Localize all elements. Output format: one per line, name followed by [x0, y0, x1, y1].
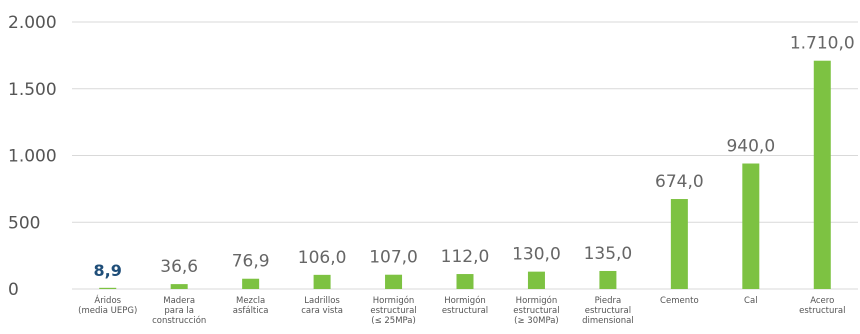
bar: [527, 271, 545, 289]
bar: [813, 60, 831, 290]
category-labels: Áridos (media UEPG) Madera para la construcc…: [78, 294, 845, 326]
category-label-line: Piedra: [595, 296, 622, 306]
value-label: 107,0: [369, 248, 418, 268]
category-label-line: estructural: [513, 306, 559, 316]
category-label-line: Acero: [810, 296, 834, 306]
value-label: 106,0: [298, 248, 347, 268]
category-label: Piedra estructural dimensional: [582, 296, 634, 326]
category-label: Hormigón estructural: [442, 295, 488, 316]
bar: [242, 278, 260, 289]
category-label: Hormigón estructural (≥ 30MPa): [513, 295, 559, 326]
bar: [670, 199, 688, 289]
gridlines: [72, 21, 858, 290]
value-label: 135,0: [584, 244, 633, 264]
category-label-line: estructural: [799, 306, 845, 316]
y-tick-label: 500: [8, 213, 40, 233]
value-label: 130,0: [512, 245, 561, 265]
category-label: Ladrillos cara vista: [301, 296, 343, 316]
category-label-line: estructural: [585, 306, 631, 316]
category-label-line: (≤ 25MPa): [371, 316, 416, 326]
value-labels: 8,9 36,6 76,9 106,0 107,0 112,0 130,0 135,0 674,…: [94, 34, 855, 280]
bar: [385, 274, 403, 289]
bars: [99, 60, 831, 290]
value-label: 112,0: [441, 247, 490, 267]
value-label: 674,0: [655, 172, 704, 192]
category-label: Cal: [744, 296, 758, 306]
value-label: 76,9: [232, 252, 270, 272]
category-label-line: dimensional: [582, 316, 634, 326]
category-label-line: Cemento: [660, 296, 699, 306]
bar: [170, 284, 188, 289]
y-tick-label: 1.000: [8, 147, 57, 167]
bar: [99, 287, 117, 289]
bar: [742, 163, 760, 289]
category-label: Acero estructural: [799, 296, 845, 316]
y-tick-label: 2.000: [8, 13, 57, 33]
category-label-line: (media UEPG): [78, 306, 137, 316]
category-label-line: estructural: [442, 306, 488, 316]
category-label-line: asfáltica: [233, 306, 269, 316]
category-label-line: estructural: [370, 306, 416, 316]
category-label-line: construcción: [152, 315, 206, 326]
category-label-line: cara vista: [301, 306, 343, 316]
value-label: 8,9: [94, 261, 122, 280]
y-tick-label: 0: [8, 280, 19, 300]
category-label-line: Hormigón: [373, 295, 415, 306]
category-label: Mezcla asfáltica: [233, 296, 269, 316]
y-tick-label: 1.500: [8, 80, 57, 100]
value-label: 940,0: [726, 137, 775, 157]
category-label: Áridos (media UEPG): [78, 294, 137, 316]
value-label: 1.710,0: [790, 34, 855, 54]
bar: [599, 270, 617, 289]
value-label: 36,6: [160, 257, 198, 277]
category-label: Madera para la construcción: [152, 296, 206, 326]
category-label: Cemento: [660, 296, 699, 306]
bar: [313, 274, 331, 289]
category-label-line: Áridos: [94, 294, 121, 306]
category-label-line: Hormigón: [444, 295, 486, 306]
category-label-line: Ladrillos: [304, 296, 340, 306]
category-label-line: (≥ 30MPa): [514, 316, 559, 326]
category-label-line: para la: [164, 306, 194, 316]
category-label-line: Madera: [163, 296, 195, 306]
category-label: Hormigón estructural (≤ 25MPa): [370, 295, 416, 326]
bar: [456, 274, 474, 289]
category-label-line: Cal: [744, 296, 758, 306]
y-axis-tick-labels: 0 500 1.000 1.500 2.000: [8, 13, 57, 300]
category-label-line: Hormigón: [516, 295, 558, 306]
category-label-line: Mezcla: [236, 296, 265, 306]
